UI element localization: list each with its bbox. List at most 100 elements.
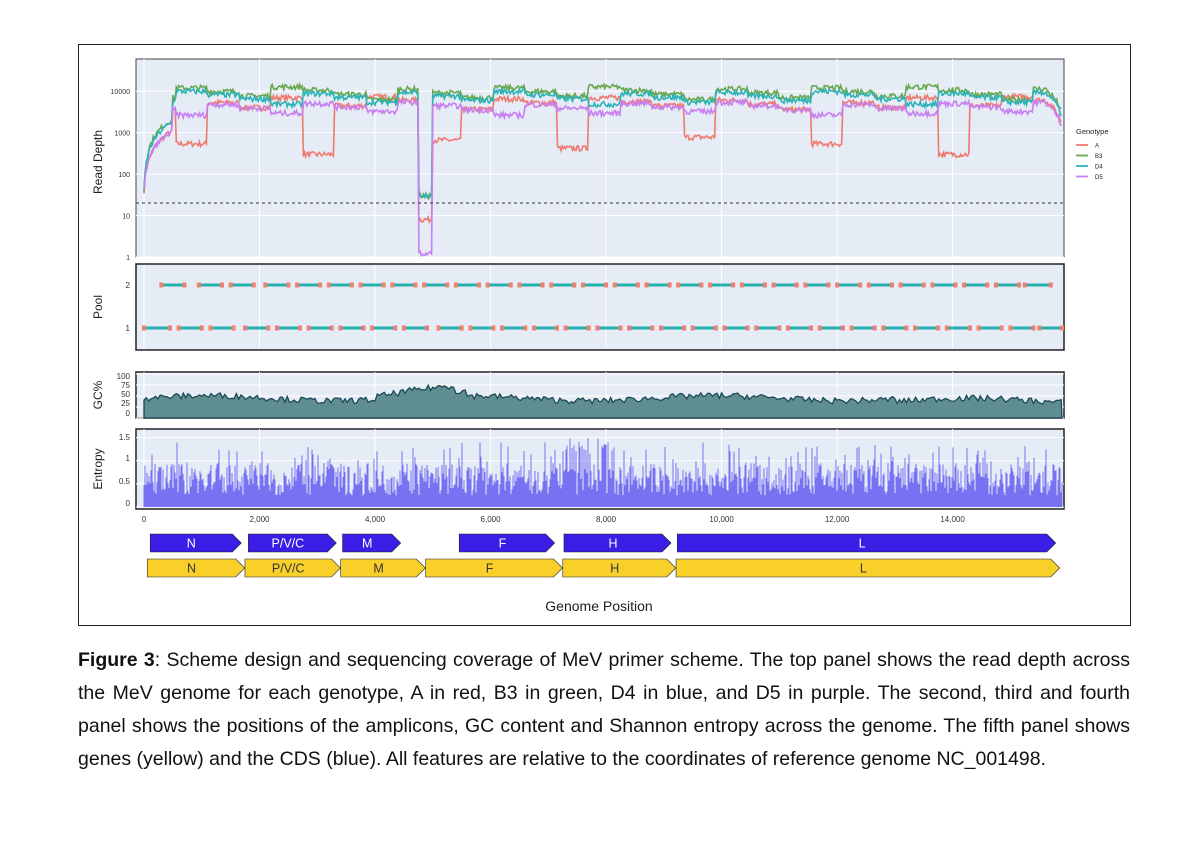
primer (491, 325, 496, 331)
cds-f-arrow (458, 533, 556, 553)
primer (182, 282, 187, 288)
primer (554, 325, 559, 331)
series-D5 (143, 96, 1062, 258)
primer (219, 282, 224, 288)
primer (762, 282, 767, 288)
legend-label-B3: B3 (1095, 154, 1103, 160)
read-depth-grid (136, 59, 1064, 258)
primer (944, 325, 949, 331)
primer (976, 325, 981, 331)
read-depth-ytick: 100 (118, 172, 130, 179)
primer (266, 325, 271, 331)
primer (993, 282, 998, 288)
gc-content-area (143, 383, 1063, 419)
primer (142, 325, 146, 331)
primer (739, 282, 744, 288)
primer (612, 282, 617, 288)
gene-m-arrow (340, 558, 426, 578)
x-tick-label: 0 (142, 515, 147, 524)
primer (318, 282, 323, 288)
cds-l-arrow (677, 533, 1057, 553)
entropy-ytick-0: 0 (126, 499, 131, 508)
primer (176, 325, 181, 331)
pool-grid (143, 265, 954, 349)
primer (1017, 282, 1022, 288)
primer (667, 282, 672, 288)
entropy-panel: 1.5 1 0.5 0 Entropy (91, 428, 1065, 510)
pool-ytick-2: 2 (126, 281, 131, 290)
pool-ytick-1: 1 (126, 324, 131, 333)
primer (445, 282, 450, 288)
gene-h: H (562, 558, 677, 578)
primer (999, 325, 1004, 331)
genotype-legend: Genotype A B3 D4 D5 (1076, 127, 1109, 181)
primer (425, 325, 430, 331)
pool-amplicons (142, 282, 1064, 331)
primer (635, 282, 640, 288)
cds-h-label: H (608, 537, 617, 551)
primer (580, 282, 585, 288)
primer (349, 282, 354, 288)
primer (699, 282, 704, 288)
primer (326, 282, 331, 288)
gc-panel: 100 75 50 25 0 GC% (91, 371, 1065, 419)
primer (794, 282, 799, 288)
x-tick-label: 2,000 (249, 515, 270, 524)
primer (690, 325, 695, 331)
cds-m-arrow (342, 533, 402, 553)
primer (1031, 325, 1036, 331)
primer (1060, 325, 1064, 331)
primer (682, 325, 687, 331)
x-tick-label: 8,000 (596, 515, 617, 524)
primer (967, 325, 972, 331)
primer (306, 325, 311, 331)
primer (1037, 325, 1042, 331)
primer (500, 325, 505, 331)
read-depth-ytick: 1000 (114, 131, 130, 138)
primer (618, 325, 623, 331)
primer (809, 325, 814, 331)
gene-h-label: H (610, 562, 619, 576)
gc-ytick-100: 100 (117, 372, 131, 381)
read-depth-ytick: 1 (126, 255, 130, 262)
x-tick-label: 4,000 (365, 515, 386, 524)
gene-n-label: N (187, 562, 196, 576)
gene-m: M (340, 558, 426, 578)
entropy-yticks: 1.5 1 0.5 0 (119, 433, 131, 508)
primer (370, 325, 375, 331)
primer (196, 282, 201, 288)
gene-p-v-c-arrow (244, 558, 341, 578)
read-depth-yticks: 10000 1000 100 10 1 (111, 89, 131, 262)
primer (531, 325, 536, 331)
pool-ylabel: Pool (91, 295, 105, 319)
primer (263, 282, 268, 288)
series-D4 (143, 86, 1062, 200)
primer (1022, 282, 1027, 288)
gene-p-v-c-label: P/V/C (272, 562, 305, 576)
primer (540, 282, 545, 288)
read-depth-ytick: 10000 (111, 89, 131, 96)
series-A (143, 92, 1062, 225)
primer (361, 325, 366, 331)
legend-items: A B3 D4 D5 (1076, 144, 1103, 181)
cds-m: M (342, 533, 402, 553)
primer (228, 282, 233, 288)
primer (413, 282, 418, 288)
gene-h-arrow (562, 558, 677, 578)
gc-ytick-25: 25 (121, 399, 130, 408)
primer (159, 282, 164, 288)
primer (604, 282, 609, 288)
figure-caption: Figure 3: Scheme design and sequencing c… (78, 644, 1130, 776)
gene-n-arrow (146, 558, 246, 578)
gene-f-arrow (425, 558, 563, 578)
primer (826, 282, 831, 288)
x-tick-label: 14,000 (940, 515, 965, 524)
primer (295, 282, 300, 288)
primer (485, 282, 490, 288)
primer (803, 282, 808, 288)
read-depth-series (143, 81, 1062, 258)
caption-label: Figure 3 (78, 649, 155, 671)
primer (627, 325, 632, 331)
primer (731, 282, 736, 288)
cds-f: F (458, 533, 556, 553)
